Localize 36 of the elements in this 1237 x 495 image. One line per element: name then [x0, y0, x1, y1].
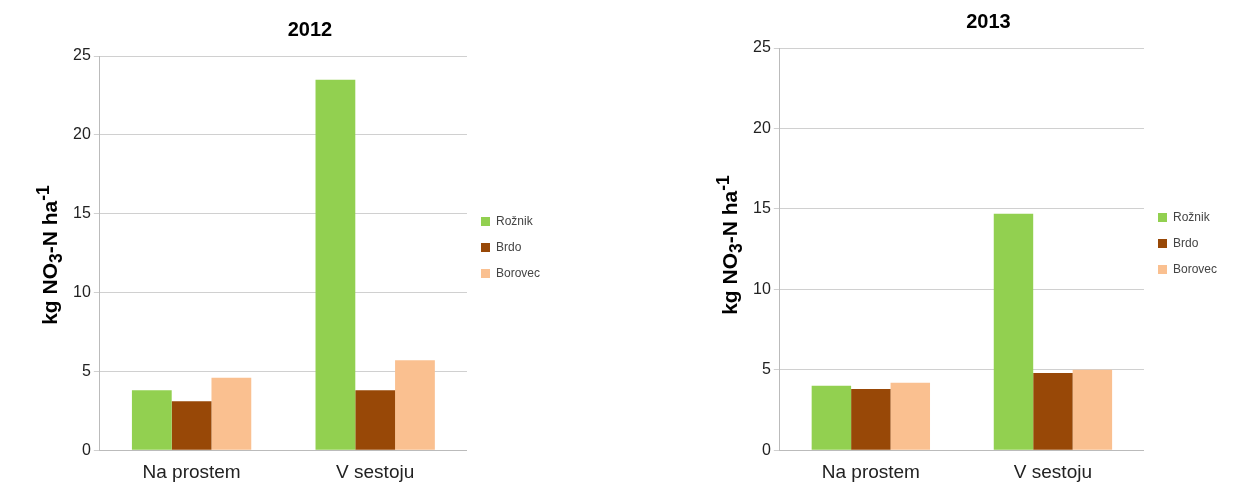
chart-title: 2013	[966, 9, 1011, 32]
bar	[171, 401, 212, 450]
legend-label: Brdo	[1172, 235, 1199, 250]
x-tick-label: V sestoju	[336, 460, 415, 482]
y-tick-label: 25	[753, 38, 771, 56]
x-tick-label: V sestoju	[1013, 460, 1093, 482]
bar	[211, 377, 252, 450]
bar	[131, 390, 172, 450]
bar	[993, 213, 1034, 450]
x-tick-label: Na prostem	[142, 460, 241, 482]
y-tick-label: 25	[73, 46, 91, 64]
bar	[315, 79, 356, 450]
y-tick-label: 20	[73, 125, 91, 143]
bar	[890, 382, 931, 450]
bar	[1033, 372, 1073, 450]
y-tick-label: 10	[73, 282, 91, 300]
y-tick-label: 5	[761, 360, 771, 378]
chart-title: 2012	[287, 17, 333, 40]
legend-label: Rožnik	[495, 213, 534, 228]
bar	[1072, 369, 1113, 450]
y-tick-label: 10	[753, 279, 771, 297]
y-tick-label: 20	[753, 118, 771, 136]
y-tick-label: 5	[81, 361, 91, 379]
bar	[355, 390, 396, 450]
bar	[811, 385, 852, 450]
y-tick-label: 0	[81, 440, 91, 458]
legend-label: Brdo	[495, 239, 522, 254]
legend-label: Rožnik	[1172, 209, 1211, 224]
bar	[395, 360, 435, 450]
y-tick-label: 15	[753, 199, 771, 217]
bar	[851, 389, 891, 450]
legend-label: Borovec	[495, 265, 541, 280]
x-tick-label: Na prostem	[821, 460, 920, 482]
y-tick-label: 15	[73, 204, 91, 222]
y-tick-label: 0	[761, 440, 771, 458]
legend-label: Borovec	[1172, 261, 1218, 276]
